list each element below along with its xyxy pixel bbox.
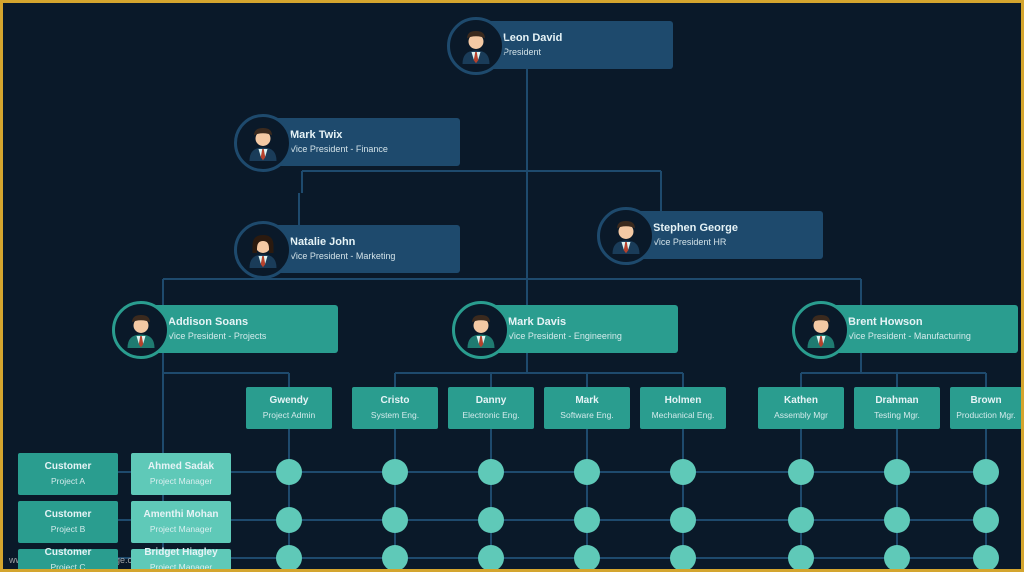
node-title: Project Manager — [150, 476, 212, 487]
matrix-dot — [276, 459, 302, 485]
node-name: Gwendy — [270, 395, 309, 408]
avatar-icon — [112, 301, 170, 359]
node-title: System Eng. — [371, 410, 419, 421]
matrix-dot — [788, 459, 814, 485]
node-title: Testing Mgr. — [874, 410, 920, 421]
matrix-dot — [788, 545, 814, 571]
matrix-dot — [670, 459, 696, 485]
org-node-natalie: Natalie John Vice President - Marketing — [260, 225, 420, 273]
node-title: Software Eng. — [560, 410, 613, 421]
org-node-drahman: Drahman Testing Mgr. — [854, 387, 940, 429]
node-name: Customer — [45, 509, 92, 522]
matrix-dot — [382, 459, 408, 485]
matrix-dot — [973, 507, 999, 533]
node-title: Mechanical Eng. — [652, 410, 715, 421]
node-name: Cristo — [381, 395, 410, 408]
node-name: Mark — [575, 395, 598, 408]
org-chart-stage: { "meta":{ "type":"org-chart", "canvas":… — [0, 0, 1024, 572]
matrix-dot — [670, 545, 696, 571]
matrix-dot — [884, 507, 910, 533]
matrix-dot — [884, 545, 910, 571]
avatar-icon — [234, 114, 292, 172]
node-name: Danny — [476, 395, 507, 408]
matrix-dot — [478, 545, 504, 571]
node-name: Leon David — [503, 32, 562, 46]
org-node-kathen: Kathen Assembly Mgr — [758, 387, 844, 429]
node-name: Holmen — [665, 395, 702, 408]
org-node-leon: Leon David President — [473, 21, 633, 69]
org-node-brent: Brent Howson Vice President - Manufactur… — [818, 305, 978, 353]
node-name: Mark Davis — [508, 316, 622, 330]
org-node-bridget: Bridget Hiagley Project Manager — [131, 549, 231, 571]
node-title: Vice President - Manufacturing — [848, 331, 971, 342]
org-node-cristo: Cristo System Eng. — [352, 387, 438, 429]
matrix-dot — [973, 459, 999, 485]
matrix-dot — [276, 507, 302, 533]
avatar-icon — [792, 301, 850, 359]
node-name: Natalie John — [290, 236, 395, 250]
org-node-mark_davis: Mark Davis Vice President - Engineering — [478, 305, 638, 353]
node-title: Project B — [51, 524, 86, 535]
node-title: Vice President - Projects — [168, 331, 266, 342]
matrix-dot — [670, 507, 696, 533]
node-name: Brent Howson — [848, 316, 971, 330]
node-name: Drahman — [875, 395, 918, 408]
org-node-custB: Customer Project B — [18, 501, 118, 543]
matrix-dot — [478, 507, 504, 533]
node-name: Kathen — [784, 395, 818, 408]
org-node-mark_twix: Mark Twix Vice President - Finance — [260, 118, 420, 166]
node-name: Bridget Hiagley — [144, 547, 217, 560]
node-title: Project Manager — [150, 524, 212, 535]
matrix-dot — [788, 507, 814, 533]
node-title: Vice President HR — [653, 237, 738, 248]
node-title: Vice President - Marketing — [290, 251, 395, 262]
node-title: Electronic Eng. — [462, 410, 519, 421]
avatar-icon — [447, 17, 505, 75]
node-name: Addison Soans — [168, 316, 266, 330]
node-name: Stephen George — [653, 222, 738, 236]
node-title: Project Admin — [263, 410, 315, 421]
matrix-dot — [276, 545, 302, 571]
node-title: Project C — [51, 562, 86, 572]
node-title: President — [503, 47, 562, 58]
node-name: Customer — [45, 461, 92, 474]
avatar-icon — [597, 207, 655, 265]
avatar-icon — [234, 221, 292, 279]
node-title: Vice President - Engineering — [508, 331, 622, 342]
matrix-dot — [382, 507, 408, 533]
org-node-holmen: Holmen Mechanical Eng. — [640, 387, 726, 429]
matrix-dot — [574, 545, 600, 571]
node-title: Vice President - Finance — [290, 144, 388, 155]
node-name: Brown — [970, 395, 1001, 408]
matrix-dot — [478, 459, 504, 485]
org-node-addison: Addison Soans Vice President - Projects — [138, 305, 298, 353]
matrix-dot — [973, 545, 999, 571]
org-node-mark_s: Mark Software Eng. — [544, 387, 630, 429]
node-name: Mark Twix — [290, 129, 388, 143]
matrix-dot — [574, 459, 600, 485]
org-node-danny: Danny Electronic Eng. — [448, 387, 534, 429]
org-node-ahmed: Ahmed Sadak Project Manager — [131, 453, 231, 495]
matrix-dot — [884, 459, 910, 485]
org-node-brown: Brown Production Mgr. — [950, 387, 1022, 429]
matrix-dot — [382, 545, 408, 571]
org-node-custA: Customer Project A — [18, 453, 118, 495]
node-title: Project Manager — [150, 562, 212, 572]
org-node-gwendy: Gwendy Project Admin — [246, 387, 332, 429]
node-name: Ahmed Sadak — [148, 461, 214, 474]
node-title: Project A — [51, 476, 85, 487]
org-node-amenthi: Amenthi Mohan Project Manager — [131, 501, 231, 543]
org-node-stephen: Stephen George Vice President HR — [623, 211, 783, 259]
avatar-icon — [452, 301, 510, 359]
org-node-custC: Customer Project C — [18, 549, 118, 571]
node-title: Assembly Mgr — [774, 410, 828, 421]
node-title: Production Mgr. — [956, 410, 1016, 421]
node-name: Customer — [45, 547, 92, 560]
node-name: Amenthi Mohan — [144, 509, 219, 522]
matrix-dot — [574, 507, 600, 533]
